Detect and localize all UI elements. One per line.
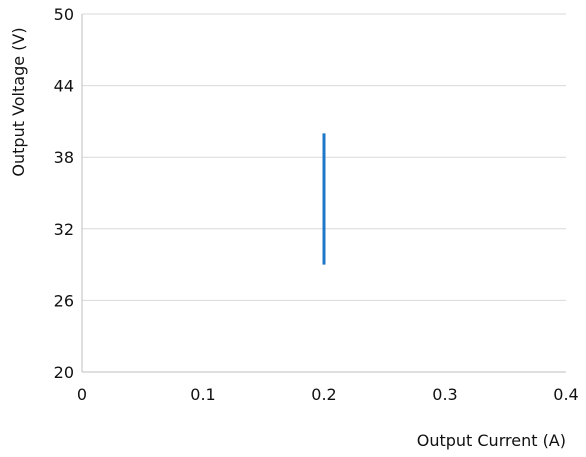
y-tick-label: 20 [54,363,74,382]
y-tick-label: 38 [54,148,74,167]
y-tick-label: 44 [54,77,74,96]
x-tick-label: 0.2 [311,385,336,404]
x-tick-label: 0.3 [432,385,457,404]
x-tick-label: 0 [77,385,87,404]
y-tick-label: 26 [54,291,74,310]
y-tick-label: 50 [54,5,74,24]
x-tick-labels: 0 0.1 0.2 0.3 0.4 [77,385,579,404]
y-tick-label: 32 [54,220,74,239]
x-tick-label: 0.1 [190,385,215,404]
y-axis-title: Output Voltage (V) [9,27,28,176]
y-tick-labels: 20 26 32 38 44 50 [54,5,74,382]
x-axis-title: Output Current (A) [417,431,566,450]
x-tick-label: 0.4 [553,385,578,404]
axes [81,14,566,373]
